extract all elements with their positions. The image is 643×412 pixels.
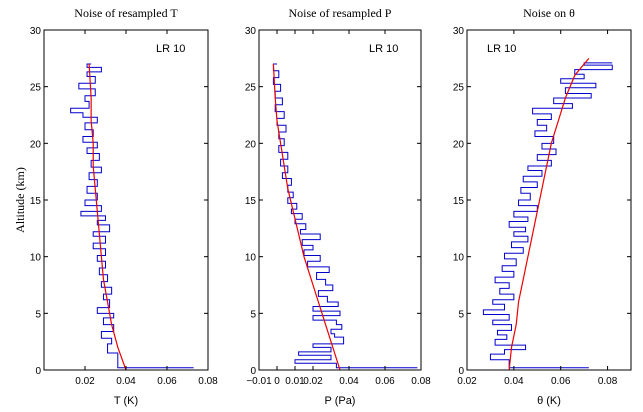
y-tick-label: 25 bbox=[30, 83, 42, 94]
panel-title: Noise on θ bbox=[523, 6, 575, 20]
panel-1: Noise of resampled T 0 5 10 15 20 25 30 0.02 0.04… bbox=[30, 6, 218, 407]
x-tick-label: 0.02 bbox=[75, 376, 95, 387]
y-tick-label: 0 bbox=[250, 366, 256, 377]
x-tick-label: 0.06 bbox=[551, 376, 571, 387]
annotation-label: LR 10 bbox=[487, 43, 516, 55]
y-tick-label: 5 bbox=[35, 309, 41, 320]
x-tick-label: 0.01 bbox=[285, 376, 305, 387]
y-tick-label: 10 bbox=[30, 253, 42, 264]
y-tick-label: 20 bbox=[245, 139, 257, 150]
y-tick-label: 15 bbox=[245, 196, 257, 207]
y-tick-label: 0 bbox=[458, 366, 464, 377]
y-tick-label: 30 bbox=[30, 26, 42, 37]
x-tick-label: 0 bbox=[274, 376, 280, 387]
x-tick-label: 0.08 bbox=[198, 376, 218, 387]
x-tick-label: 0.02 bbox=[457, 376, 477, 387]
fit-curve-line bbox=[508, 57, 590, 371]
panel-title: Noise of resampled P bbox=[289, 6, 392, 20]
x-tick-label: 0.06 bbox=[375, 376, 395, 387]
panel-2: Noise of resampled P 0 5 10 15 20 25 30 −0.01 0 0.… bbox=[245, 6, 431, 407]
y-axis-label: Altitude (km) bbox=[13, 167, 27, 233]
y-tick-label: 20 bbox=[30, 139, 42, 150]
x-axis-label: T (K) bbox=[114, 395, 138, 407]
annotation-label: LR 10 bbox=[156, 43, 185, 55]
y-tick-label: 30 bbox=[453, 26, 465, 37]
panels: Noise of resampled T 0 5 10 15 20 25 30 0.02 0.04… bbox=[30, 6, 632, 407]
y-tick-label: 15 bbox=[453, 196, 465, 207]
y-tick-label: 10 bbox=[245, 253, 257, 264]
annotation-label: LR 10 bbox=[369, 43, 398, 55]
y-tick-label: 10 bbox=[453, 253, 465, 264]
x-tick-label: 0.02 bbox=[303, 376, 323, 387]
x-tick-label: 0.04 bbox=[504, 376, 524, 387]
noise-profile-line bbox=[272, 63, 418, 369]
y-tick-label: 15 bbox=[30, 196, 42, 207]
y-tick-label: 30 bbox=[245, 26, 257, 37]
y-tick-label: 25 bbox=[453, 83, 465, 94]
y-tick-label: 5 bbox=[458, 309, 464, 320]
x-tick-label: 0.06 bbox=[157, 376, 177, 387]
fit-curve-line bbox=[88, 63, 127, 371]
x-tick-label: −0.01 bbox=[246, 376, 272, 387]
panel-title: Noise of resampled T bbox=[74, 6, 178, 20]
panel-3: Noise on θ 0 5 10 15 20 25 30 0.02 0.04 0.06 0.08 θ … bbox=[453, 6, 632, 407]
plot-frame bbox=[466, 29, 632, 371]
noise-profile-line bbox=[482, 62, 613, 369]
y-tick-label: 5 bbox=[250, 309, 256, 320]
y-tick-label: 20 bbox=[453, 139, 465, 150]
plot-frame bbox=[43, 29, 209, 371]
y-tick-label: 25 bbox=[245, 83, 257, 94]
x-tick-label: 0.04 bbox=[339, 376, 359, 387]
noise-profile-line bbox=[70, 63, 194, 369]
x-axis-label: θ (K) bbox=[537, 395, 561, 407]
x-tick-label: 0.04 bbox=[116, 376, 136, 387]
y-tick-label: 0 bbox=[35, 366, 41, 377]
x-tick-label: 0.08 bbox=[598, 376, 618, 387]
plot-frame bbox=[258, 29, 422, 371]
x-tick-label: 0.08 bbox=[411, 376, 431, 387]
x-axis-label: P (Pa) bbox=[325, 395, 356, 407]
fit-curve-line bbox=[272, 63, 341, 371]
